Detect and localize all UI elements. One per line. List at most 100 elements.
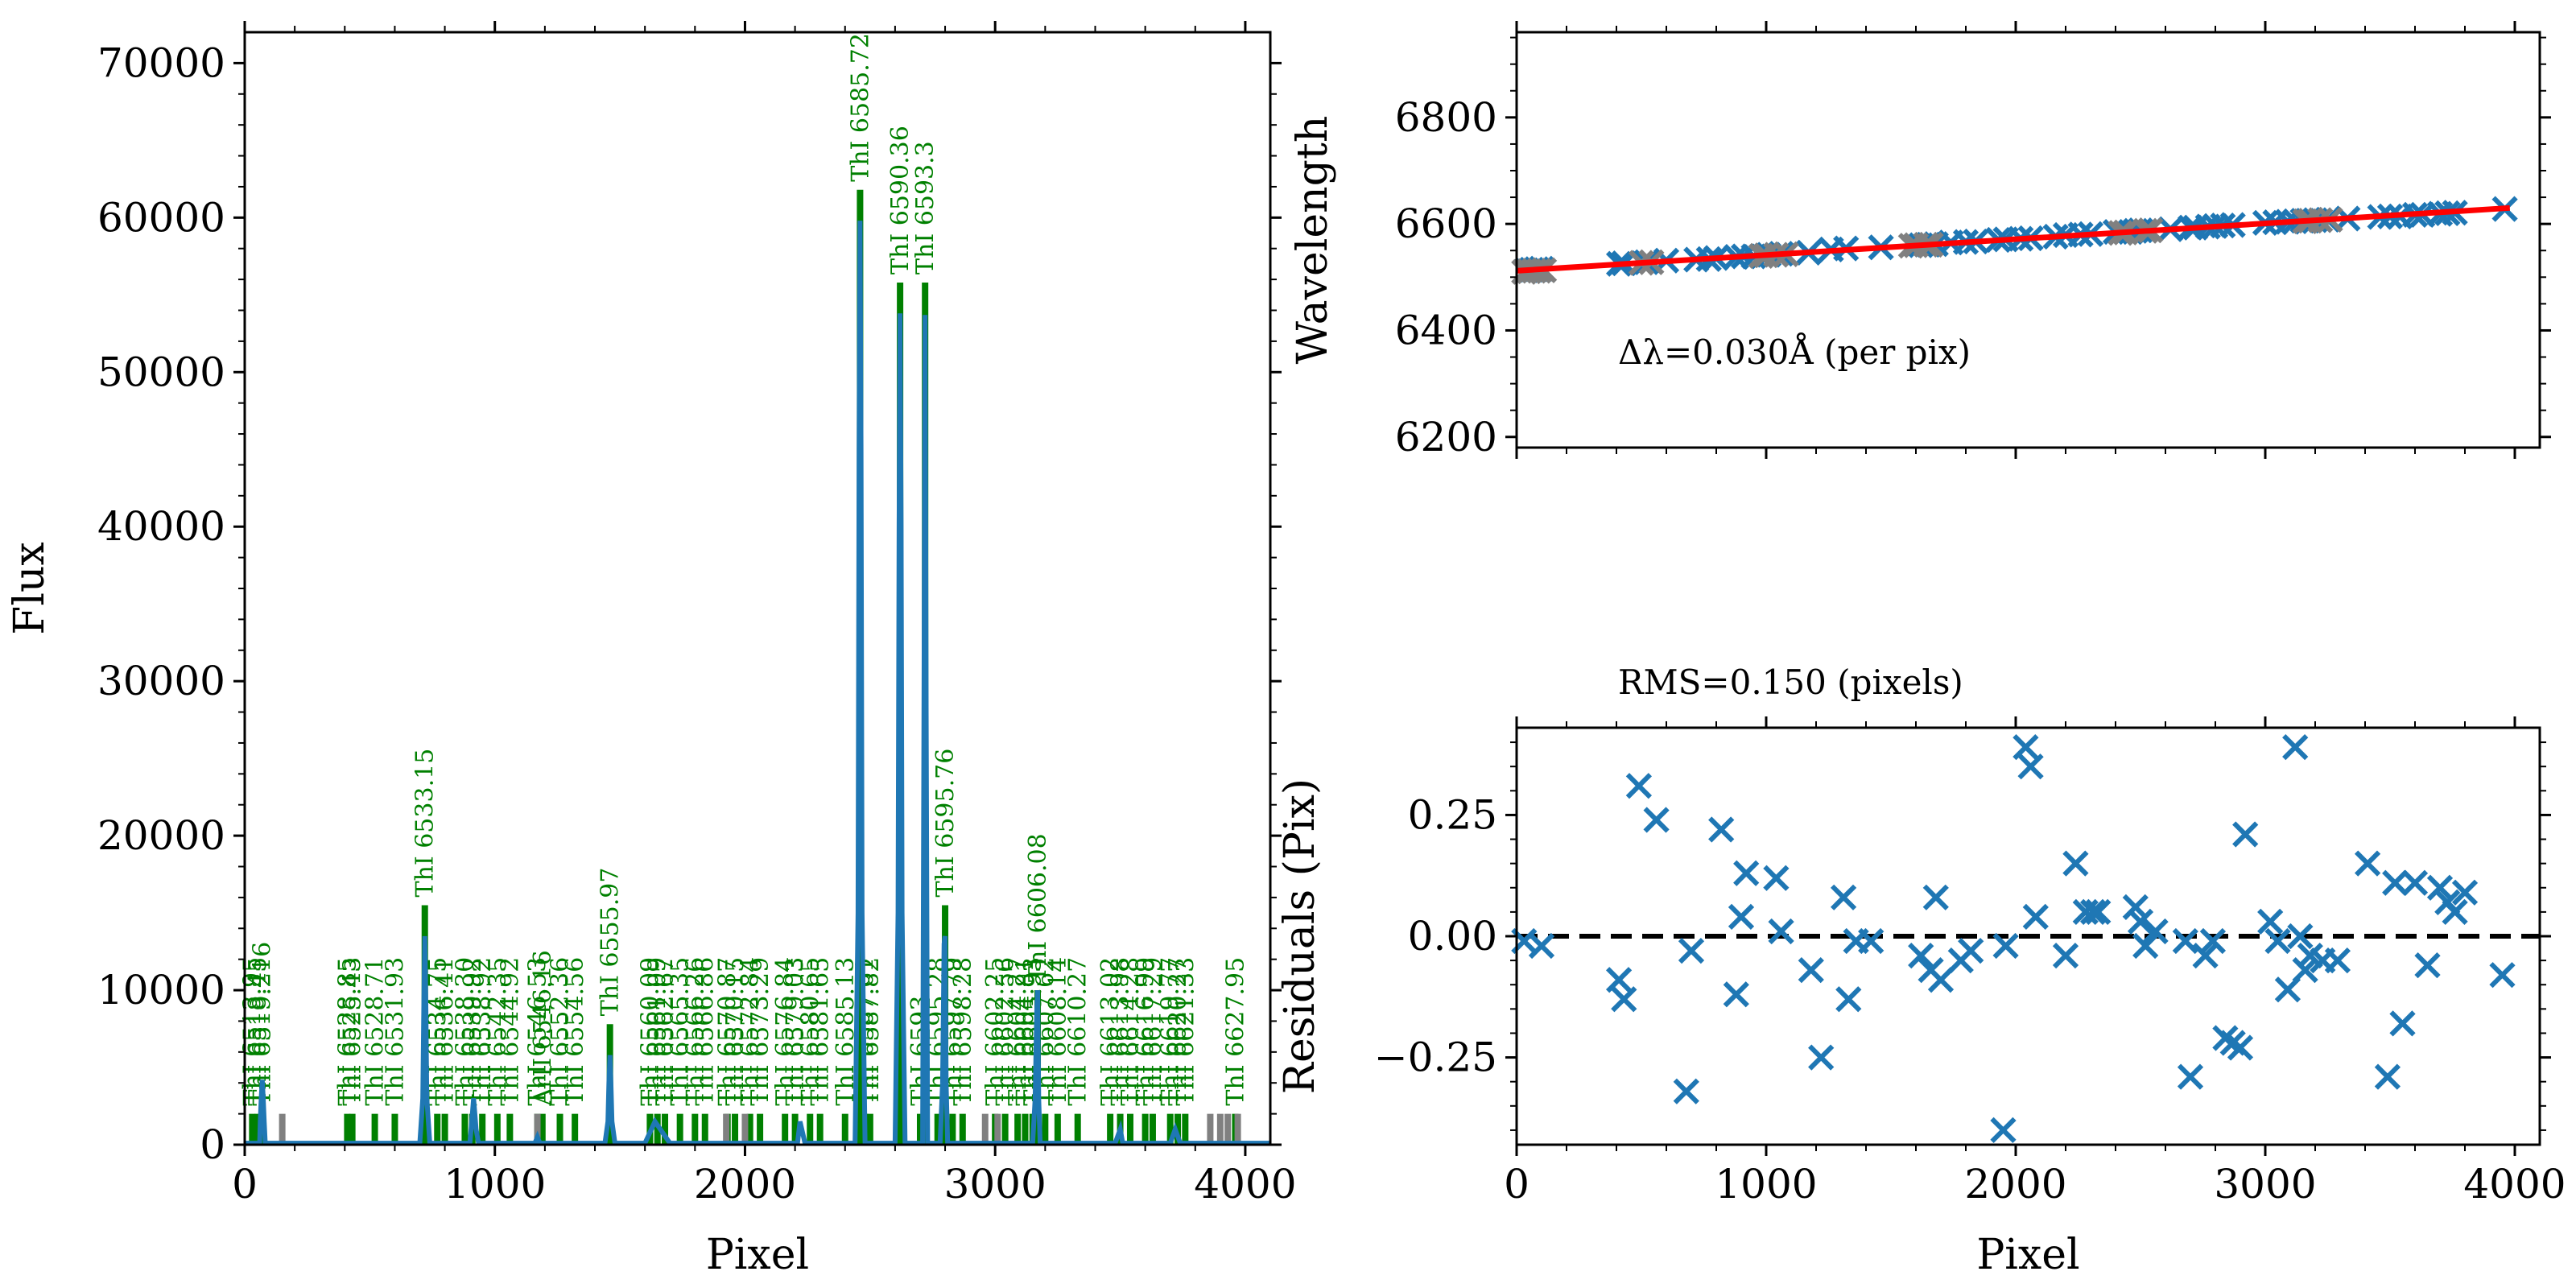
spectrum-y-tick-label: 20000 <box>97 812 225 859</box>
residual-point <box>2199 927 2227 955</box>
residual-point <box>1992 932 2019 960</box>
wavelength-y-tick-label: 6600 <box>1395 200 1497 247</box>
residual-point <box>1605 967 1633 993</box>
line-label: ThI 6620.27 <box>1164 957 1192 1106</box>
residual-point <box>1922 884 1949 910</box>
line-label: ThI 6533.15 <box>411 749 440 898</box>
residual-point <box>2052 942 2079 969</box>
line-label: ThI 6613.02 <box>1096 957 1125 1106</box>
residuals-y-tick-label: −0.25 <box>1374 1034 1497 1081</box>
line-label: ArII 6546.16 <box>529 950 557 1106</box>
line-label: ThI 6602.56 <box>992 957 1020 1106</box>
residual-point <box>1858 927 1885 955</box>
spectrum-y-tick-label: 50000 <box>97 349 225 395</box>
wavelength-y-tick-label: 6200 <box>1395 414 1497 460</box>
line-label: ThI 6572.84 <box>737 957 765 1106</box>
residuals-x-tick-label: 2000 <box>1964 1161 2066 1208</box>
residual-point <box>2382 869 2409 896</box>
line-label: ThI 6602.25 <box>981 957 1009 1106</box>
line-label: ThI 6617.29 <box>1139 957 1167 1106</box>
line-label: ThI 6579.03 <box>782 957 810 1106</box>
residual-point <box>1708 816 1735 843</box>
residuals-x-tick-label: 3000 <box>2214 1161 2316 1208</box>
line-label: ThI 6539.92 <box>459 957 487 1106</box>
line-label: ThI 6614.28 <box>1117 957 1145 1106</box>
residual-point <box>2013 733 2039 761</box>
residual-point <box>1763 865 1790 891</box>
wavelength-fit-panel: 6200 6400 6600 6800 Wavelength Δλ=0.030Å (p… <box>1289 21 2551 460</box>
residuals-x-label: Pixel <box>1976 1231 2079 1279</box>
line-label: ThI 6528.85 <box>333 957 361 1106</box>
residual-point <box>2451 879 2479 906</box>
line-label: ThI 6536.41 <box>431 957 460 1106</box>
spectrum-y-tick-label: 0 <box>200 1121 225 1168</box>
line-label: ThI 6627.95 <box>1221 957 1249 1106</box>
line-label: ThI 6560.09 <box>636 957 664 1106</box>
residuals-x-ticks: 0 1000 2000 3000 4000 <box>1504 716 2566 1208</box>
line-label: ThI 6544.92 <box>496 957 524 1106</box>
line-label: ThI 6519.216 <box>249 942 277 1106</box>
wavelength-y-tick-label: 6800 <box>1395 94 1497 141</box>
residuals-y-ticks: −0.25 0.00 0.25 <box>1374 741 2551 1131</box>
dispersion-annotation: Δλ=0.030Å (per pix) <box>1618 332 1971 372</box>
spectrum-y-tick-label: 40000 <box>97 503 225 550</box>
residuals-y-tick-label: 0.00 <box>1408 913 1497 960</box>
line-label: ThI 6581.65 <box>807 957 835 1106</box>
spectrum-x-ticks: 0 1000 2000 3000 4000 <box>232 21 1297 1208</box>
line-label: ThI 6561.09 <box>644 957 672 1106</box>
residuals-x-tick-label: 0 <box>1504 1161 1530 1208</box>
residual-point <box>1830 884 1857 910</box>
residual-point <box>1798 957 1824 984</box>
residual-point <box>2287 923 2314 950</box>
residual-point <box>2079 898 2107 926</box>
residual-point <box>2127 908 2154 935</box>
spectrum-x-label: Pixel <box>706 1231 809 1279</box>
spectrum-y-tick-label: 70000 <box>97 39 225 86</box>
spectrum-series-line <box>245 221 1270 1146</box>
line-label: ThI 6570.15 <box>721 957 749 1106</box>
residual-point <box>2122 894 2149 920</box>
residuals-panel: 0 1000 2000 3000 4000 −0.25 0.00 0.25 Pixel Re… <box>1276 663 2566 1279</box>
residuals-x-tick-label: 4000 <box>2463 1161 2566 1208</box>
line-label: ThI 6546.53 <box>524 957 552 1106</box>
spectrum-y-tick-label: 10000 <box>97 967 225 1013</box>
line-label: ThI 6606.08 <box>1024 833 1052 982</box>
residual-point <box>1927 967 1955 993</box>
line-label: ThI 6538.30 <box>451 957 479 1106</box>
line-label: ThI 6542.35 <box>484 957 512 1106</box>
line-label: ThI 6570.87 <box>714 957 742 1106</box>
line-label: ThI 6566.26 <box>681 957 709 1106</box>
residual-point <box>1835 986 1862 1013</box>
line-label: ThI 6619.77 <box>1157 957 1185 1106</box>
line-label: ThI 6580.65 <box>796 957 824 1106</box>
line-label: ThI 6608.14 <box>1044 957 1072 1106</box>
residual-point <box>1728 903 1755 931</box>
residuals-x-tick-label: 1000 <box>1715 1161 1817 1208</box>
wavelength-y-ticks: 6200 6400 6600 6800 <box>1395 36 2551 460</box>
residual-point <box>2389 1010 2416 1037</box>
residual-point <box>1958 937 1984 964</box>
line-label: ThI 6593.3 <box>911 141 939 275</box>
residual-point <box>2324 947 2351 974</box>
wavelength-axes-frame <box>1515 31 2541 449</box>
residual-point <box>1678 937 1705 964</box>
residual-point <box>2426 874 2454 901</box>
line-label: ThI 6525.43 <box>339 957 367 1106</box>
residual-point <box>2022 903 2049 931</box>
residual-point <box>1625 773 1653 799</box>
residual-point <box>2227 1034 2254 1061</box>
line-label: ThI 6585.72 <box>846 33 874 182</box>
spectrum-x-tick-label: 4000 <box>1194 1161 1296 1208</box>
residual-point <box>2142 918 2169 945</box>
residual-point <box>1768 918 1794 945</box>
residual-point <box>1808 1044 1835 1071</box>
line-label: ThI 6573.29 <box>746 957 774 1106</box>
residual-point <box>2354 850 2381 877</box>
residual-point <box>2017 753 2044 780</box>
line-label: ThI 6518.45 <box>244 957 272 1106</box>
line-label: ThI 6565.35 <box>667 957 695 1106</box>
residual-point <box>1733 860 1760 886</box>
residual-point <box>2085 898 2112 926</box>
line-label: ThI 6555.97 <box>597 868 625 1017</box>
